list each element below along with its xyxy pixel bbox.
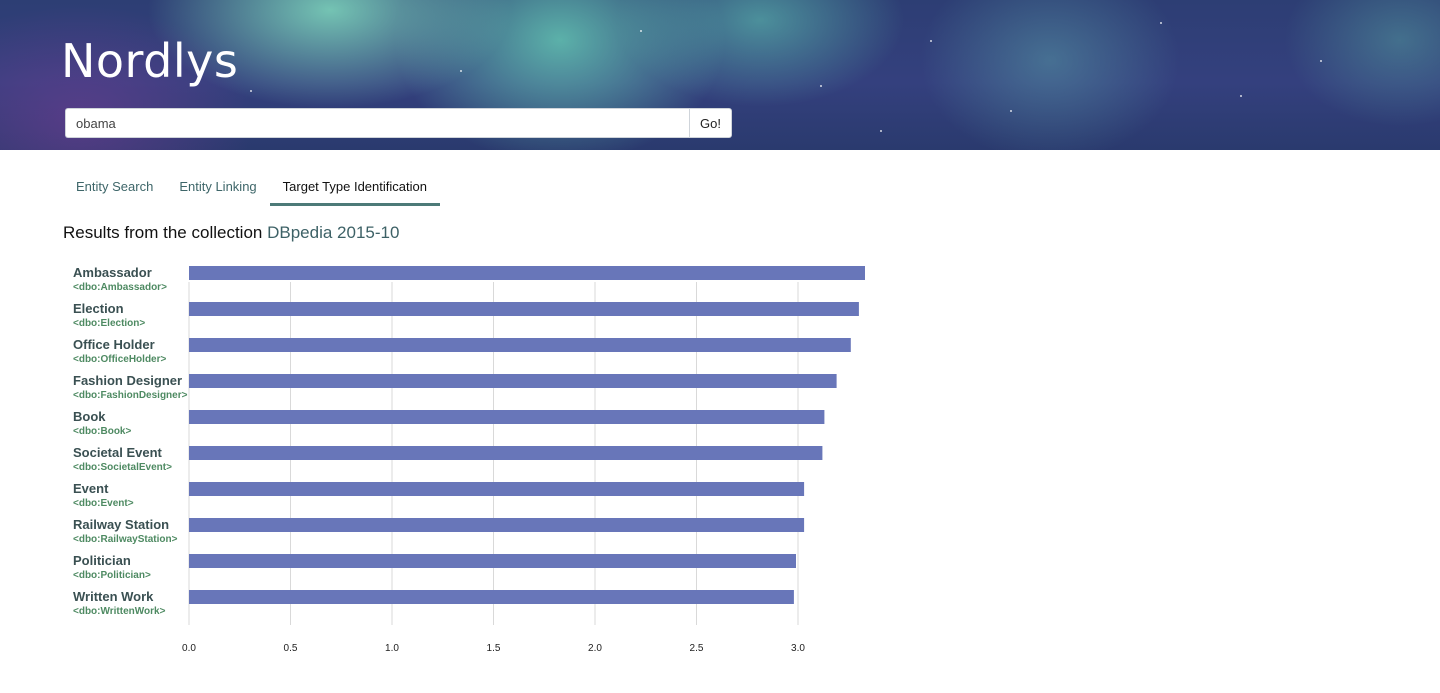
- category-uri: <dbo:Event>: [73, 498, 134, 509]
- bar[interactable]: [189, 590, 794, 604]
- category-label: Societal Event: [73, 445, 163, 460]
- x-tick-label: 2.5: [690, 643, 704, 654]
- go-button[interactable]: Go!: [689, 108, 732, 138]
- category-label: Politician: [73, 553, 131, 568]
- x-tick-label: 0.0: [182, 643, 196, 654]
- category-label: Election: [73, 301, 124, 316]
- search-input[interactable]: [65, 108, 689, 138]
- category-label: Office Holder: [73, 337, 155, 352]
- category-uri: <dbo:WrittenWork>: [73, 606, 166, 617]
- search-bar: Go!: [65, 108, 732, 138]
- bar[interactable]: [189, 266, 865, 280]
- category-label: Event: [73, 481, 109, 496]
- tab-entity-linking[interactable]: Entity Linking: [179, 179, 257, 194]
- category-uri: <dbo:OfficeHolder>: [73, 354, 167, 365]
- x-tick-label: 0.5: [284, 643, 298, 654]
- site-title: Nordlys: [61, 34, 239, 88]
- bar[interactable]: [189, 554, 796, 568]
- bar[interactable]: [189, 410, 825, 424]
- bar[interactable]: [189, 374, 837, 388]
- x-tick-label: 3.0: [791, 643, 805, 654]
- category-uri: <dbo:Book>: [73, 426, 131, 437]
- category-uri: <dbo:SocietalEvent>: [73, 462, 172, 473]
- bar[interactable]: [189, 482, 805, 496]
- collection-link[interactable]: DBpedia 2015-10: [267, 223, 400, 242]
- category-uri: <dbo:FashionDesigner>: [73, 390, 188, 401]
- bar[interactable]: [189, 302, 859, 316]
- results-heading: Results from the collection DBpedia 2015…: [63, 223, 399, 243]
- category-label: Written Work: [73, 589, 154, 604]
- bar[interactable]: [189, 446, 823, 460]
- tab-target-type-identification[interactable]: Target Type Identification: [269, 172, 440, 206]
- category-label: Book: [73, 409, 106, 424]
- hero-banner: Nordlys Go!: [0, 0, 1440, 150]
- category-uri: <dbo:Ambassador>: [73, 282, 167, 293]
- category-label: Railway Station: [73, 517, 169, 532]
- category-label: Ambassador: [73, 265, 152, 280]
- bar[interactable]: [189, 338, 851, 352]
- results-prefix: Results from the collection: [63, 223, 263, 242]
- tab-bar: Entity Search Entity Linking Target Type…: [63, 172, 440, 206]
- x-tick-label: 2.0: [588, 643, 602, 654]
- x-tick-label: 1.5: [487, 643, 501, 654]
- x-tick-label: 1.0: [385, 643, 399, 654]
- category-uri: <dbo:Politician>: [73, 570, 151, 581]
- category-uri: <dbo:RailwayStation>: [73, 534, 178, 545]
- bar[interactable]: [189, 518, 805, 532]
- tab-entity-search[interactable]: Entity Search: [76, 179, 154, 194]
- category-label: Fashion Designer: [73, 373, 182, 388]
- category-uri: <dbo:Election>: [73, 318, 145, 329]
